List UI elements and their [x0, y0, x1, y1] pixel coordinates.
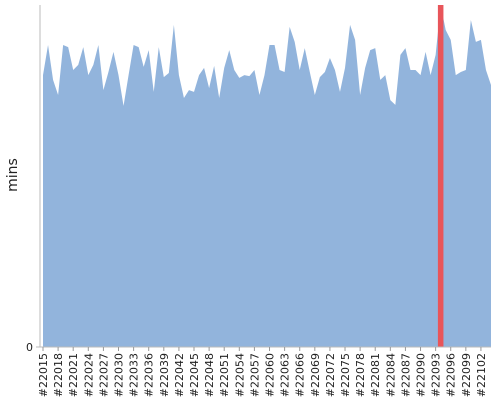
x-tick-label: #22081: [369, 353, 382, 397]
x-tick-label: #22054: [233, 353, 246, 397]
x-tick-label: #22048: [203, 353, 216, 397]
bar: [437, 5, 444, 347]
x-tick-label: #22084: [384, 353, 397, 397]
x-tick-label: #22021: [67, 353, 80, 397]
x-tick-label: #22072: [324, 353, 337, 397]
x-tick-label: #22057: [248, 353, 261, 397]
x-tick-label: #22039: [158, 353, 171, 397]
x-tick-label: #22015: [37, 353, 50, 397]
x-tick-label: #22099: [460, 353, 473, 397]
y-tick-label: 0: [26, 341, 33, 354]
x-tick-label: #22066: [294, 353, 307, 397]
x-tick-label: #22102: [475, 353, 488, 397]
x-tick-label: #22042: [173, 353, 186, 397]
x-tick-label: #22090: [415, 353, 428, 397]
x-tick-label: #22087: [399, 353, 412, 397]
y-axis-label: mins: [5, 158, 21, 192]
x-tick-label: #22033: [128, 353, 141, 397]
x-tick-label: #22045: [188, 353, 201, 397]
x-tick-label: #22024: [82, 353, 95, 397]
x-tick-label: #22063: [279, 353, 292, 397]
x-tick-label: #22075: [339, 353, 352, 397]
x-tick-label: #22051: [218, 353, 231, 397]
x-tick-label: #22093: [430, 353, 443, 397]
x-tick-label: #22096: [445, 353, 458, 397]
x-tick-label: #22018: [52, 353, 65, 397]
area: [43, 5, 491, 347]
x-tick-label: #22078: [354, 353, 367, 397]
x-tick-label: #22027: [97, 353, 110, 397]
x-tick-label: #22030: [113, 353, 126, 397]
x-tick-label: #22069: [309, 353, 322, 397]
x-tick-label: #22060: [264, 353, 277, 397]
x-tick-label: #22036: [143, 353, 156, 397]
